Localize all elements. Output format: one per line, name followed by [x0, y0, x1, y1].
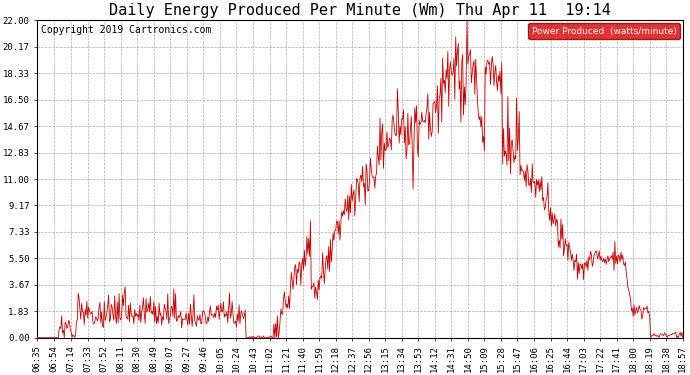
Text: Copyright 2019 Cartronics.com: Copyright 2019 Cartronics.com — [41, 25, 211, 35]
Legend: Power Produced  (watts/minute): Power Produced (watts/minute) — [528, 23, 680, 39]
Title: Daily Energy Produced Per Minute (Wm) Thu Apr 11  19:14: Daily Energy Produced Per Minute (Wm) Th… — [109, 3, 611, 18]
